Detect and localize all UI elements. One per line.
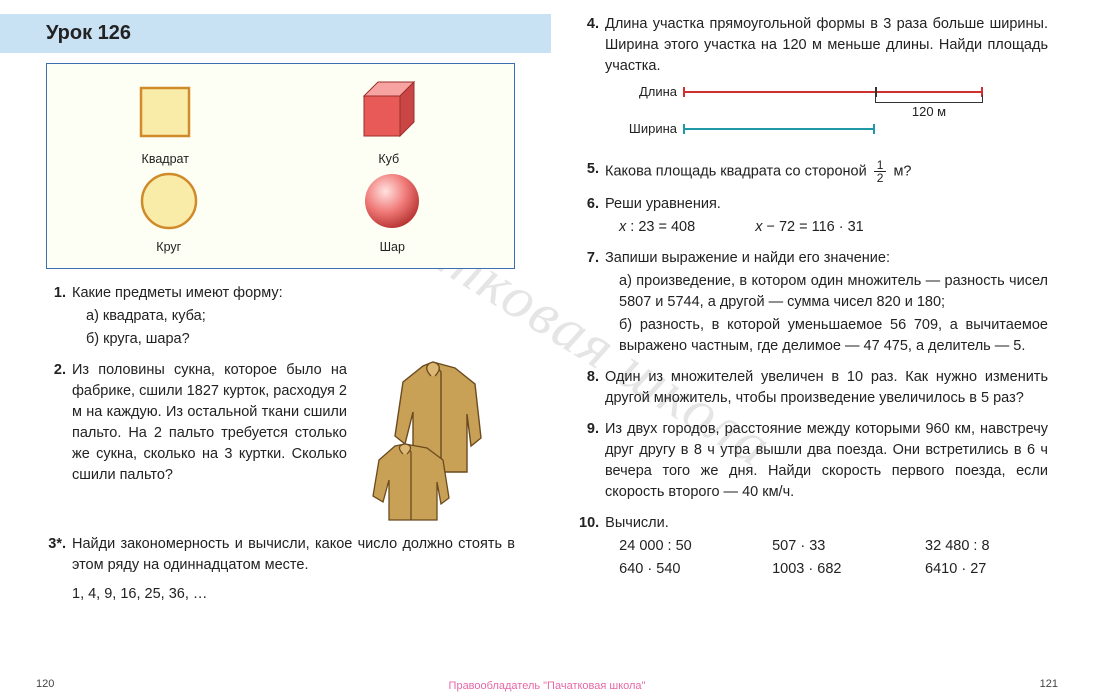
calc-cell: 1003 · 682 [772, 559, 895, 580]
circle-icon [136, 170, 202, 232]
task-2: 2. [46, 360, 515, 524]
task-num: 10. [579, 513, 605, 580]
task-7-a: а) произведение, в котором один множител… [619, 271, 1048, 313]
circle-label: Круг [136, 240, 202, 254]
task-6: 6. Реши уравнения. x : 23 = 408 x − 72 =… [579, 194, 1048, 238]
task-1-b: б) круга, шара? [86, 329, 515, 350]
page-number-right: 121 [1040, 678, 1058, 690]
diag-label-len: Длина [625, 83, 683, 102]
sphere-label: Шар [359, 240, 425, 254]
task-text: Реши уравнения. [605, 194, 1048, 215]
fraction: 1 2 [874, 159, 887, 184]
calc-cell: 32 480 : 8 [925, 536, 1048, 557]
task-3: 3*. Найди закономерность и вычисли, како… [46, 534, 515, 605]
copyright-notice: Правообладатель "Пачатковая школа" [449, 680, 646, 692]
task-7-b: б) разность, в которой уменьшаемое 56 70… [619, 315, 1048, 357]
sphere-icon [359, 170, 425, 232]
task-8: 8. Один из множителей увеличен в 10 раз.… [579, 367, 1048, 409]
task-text: Один из множителей увеличен в 10 раз. Ка… [605, 367, 1048, 409]
square-icon [133, 82, 197, 144]
task-num: 3*. [46, 534, 72, 605]
calc-cell: 507 · 33 [772, 536, 895, 557]
task-1-a: а) квадрата, куба; [86, 306, 515, 327]
task-num: 9. [579, 419, 605, 503]
eq2: − 72 = 116 · 31 [762, 219, 863, 235]
task-4: 4. Длина участка прямоугольной формы в 3… [579, 14, 1048, 149]
calc-cell: 640 · 540 [619, 559, 742, 580]
page-left: Урок 126 Квадрат Куб [0, 0, 547, 700]
task-num: 5. [579, 159, 605, 184]
lesson-title: Урок 126 [0, 14, 551, 53]
diag-meters: 120 м [912, 103, 946, 122]
length-diagram: Длина 120 м Ширина [625, 83, 1048, 139]
task-9: 9. Из двух городов, расстояние между кот… [579, 419, 1048, 503]
square-label: Квадрат [133, 152, 197, 166]
task-num: 2. [46, 360, 72, 524]
task-text: Найди закономерность и вычисли, какое чи… [72, 534, 515, 576]
task-text: Запиши выражение и найди его значение: [605, 248, 1048, 269]
task-text-post: м? [893, 163, 911, 179]
shapes-box: Квадрат Куб Круг [46, 63, 515, 269]
calc-cell: 24 000 : 50 [619, 536, 742, 557]
task-num: 8. [579, 367, 605, 409]
task-5: 5. Какова площадь квадрата со стороной 1… [579, 159, 1048, 184]
jacket-illustration [355, 354, 515, 524]
eq1: : 23 = 408 [626, 219, 695, 235]
task-num: 1. [46, 283, 72, 350]
task-text-pre: Какова площадь квадрата со стороной [605, 163, 871, 179]
cube-icon [350, 78, 428, 144]
task-1: 1. Какие предметы имеют форму: а) квадра… [46, 283, 515, 350]
page-right: 4. Длина участка прямоугольной формы в 3… [547, 0, 1094, 700]
task-text: Длина участка прямоугольной формы в 3 ра… [605, 14, 1048, 77]
task-text: Какие предметы имеют форму: [72, 285, 283, 301]
task-text: Вычисли. [605, 513, 1048, 534]
page-number-left: 120 [36, 678, 54, 690]
calc-cell: 6410 · 27 [925, 559, 1048, 580]
task-num: 6. [579, 194, 605, 238]
task-text: Из двух городов, расстояние между которы… [605, 419, 1048, 503]
task-10: 10. Вычисли. 24 000 : 50 507 · 33 32 480… [579, 513, 1048, 580]
task-num: 7. [579, 248, 605, 357]
task-text: Из половины сукна, которое было на фабри… [72, 360, 358, 486]
cube-label: Куб [350, 152, 428, 166]
task-7: 7. Запиши выражение и найди его значение… [579, 248, 1048, 357]
task-3-seq: 1, 4, 9, 16, 25, 36, … [72, 584, 515, 605]
diag-label-wid: Ширина [625, 120, 683, 139]
task-num: 4. [579, 14, 605, 149]
